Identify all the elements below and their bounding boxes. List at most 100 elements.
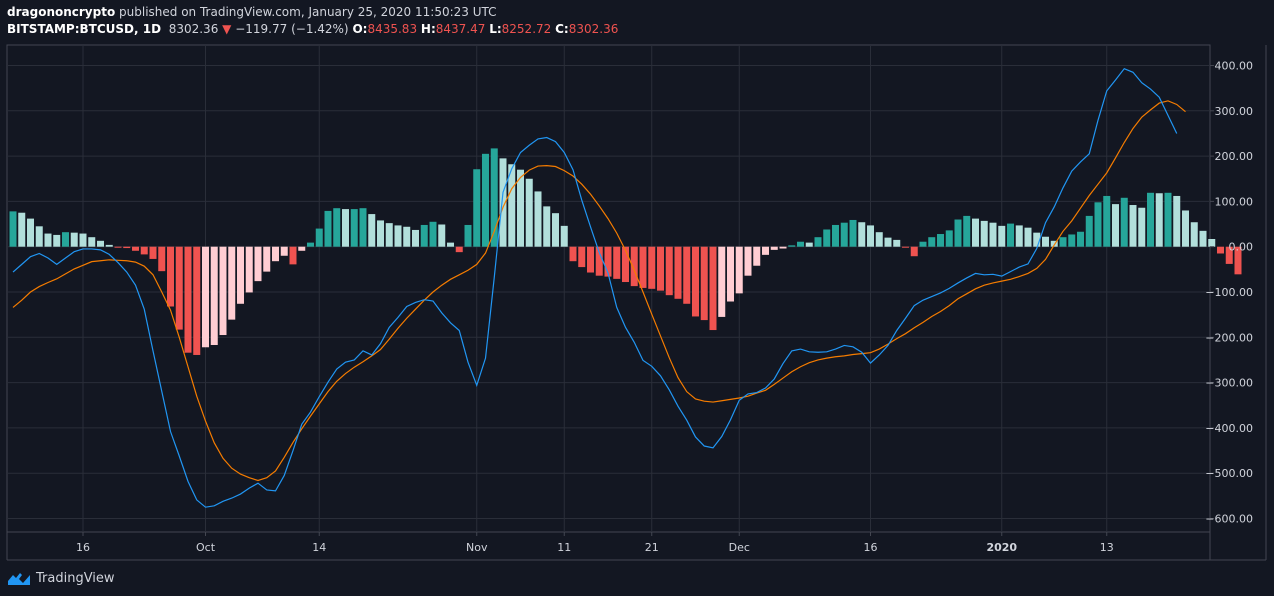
histogram-bar bbox=[534, 191, 542, 247]
histogram-bar bbox=[762, 246, 769, 255]
histogram-bar bbox=[429, 221, 437, 247]
histogram-bar bbox=[9, 211, 17, 247]
histogram-bar bbox=[832, 224, 839, 247]
histogram-bar bbox=[490, 148, 498, 247]
histogram-bar bbox=[167, 246, 174, 307]
histogram-bar bbox=[114, 246, 122, 248]
histogram-bar bbox=[709, 246, 717, 331]
histogram-bar bbox=[937, 234, 944, 247]
x-tick-label: 16 bbox=[76, 541, 90, 554]
histogram-bar bbox=[1068, 234, 1076, 247]
histogram-bar bbox=[1059, 237, 1067, 247]
tradingview-brand: TradingView bbox=[36, 570, 115, 586]
high-value: 8437.47 bbox=[435, 22, 486, 36]
histogram-bar bbox=[963, 215, 971, 247]
x-tick-label: 16 bbox=[864, 541, 878, 554]
symbol-name[interactable]: BITSTAMP:BTCUSD, 1D bbox=[7, 22, 162, 36]
histogram-bar bbox=[569, 246, 577, 262]
x-tick-label: Nov bbox=[466, 541, 488, 554]
x-tick-label: 2020 bbox=[986, 541, 1017, 554]
histogram-bar bbox=[508, 164, 516, 247]
histogram-bar bbox=[210, 246, 218, 345]
histogram-bar bbox=[359, 208, 367, 247]
histogram-bar bbox=[1050, 240, 1058, 247]
histogram-bar bbox=[385, 223, 393, 247]
histogram-bar bbox=[1164, 192, 1172, 247]
histogram-bar bbox=[735, 246, 743, 294]
price-axis[interactable]: 400.00 300.00 200.00 100.00 0.00 −100.00 −200.… bbox=[1205, 60, 1253, 526]
y-tick-label: 400.00 bbox=[1215, 60, 1254, 73]
macd-line bbox=[12, 67, 1178, 508]
y-tick-label: 200.00 bbox=[1215, 150, 1254, 163]
x-tick-label: Oct bbox=[196, 541, 216, 554]
histogram-bar bbox=[587, 246, 594, 273]
histogram-bar bbox=[333, 208, 341, 247]
histogram-bar bbox=[123, 246, 131, 249]
histogram-bar bbox=[770, 246, 778, 250]
histogram-bar bbox=[744, 246, 752, 276]
histogram-bar bbox=[132, 246, 139, 251]
histogram-bar bbox=[455, 246, 463, 253]
symbol-legend: BITSTAMP:BTCUSD, 1D 8302.36 ▼ −119.77 (−… bbox=[7, 22, 618, 36]
histogram-bar bbox=[639, 246, 647, 288]
tradingview-footer[interactable]: TradingView bbox=[8, 568, 115, 588]
histogram-bar bbox=[237, 246, 244, 304]
histogram-bar bbox=[105, 244, 113, 247]
histogram-bar bbox=[797, 241, 804, 247]
histogram-bar bbox=[902, 246, 909, 248]
histogram-bar bbox=[70, 232, 78, 247]
histogram-bar bbox=[683, 246, 691, 304]
histogram-bar bbox=[27, 218, 34, 247]
histogram-bar bbox=[1024, 227, 1032, 247]
x-tick-label: 13 bbox=[1100, 541, 1114, 554]
histogram-bar bbox=[35, 226, 43, 247]
histogram-bar bbox=[1094, 202, 1102, 247]
histogram-bar bbox=[910, 246, 918, 257]
histogram-bar bbox=[368, 214, 376, 247]
histogram-bar bbox=[884, 237, 892, 247]
histogram-bar bbox=[989, 222, 997, 247]
histogram-bar bbox=[280, 246, 288, 256]
histogram-bar bbox=[893, 239, 901, 247]
histogram-bar bbox=[753, 246, 761, 266]
histogram-bar bbox=[53, 234, 61, 247]
histogram-bar bbox=[823, 229, 831, 247]
histogram-bar bbox=[272, 246, 279, 262]
histogram-bar bbox=[97, 240, 104, 247]
y-tick-label: −600.00 bbox=[1205, 513, 1253, 526]
close-label: C: bbox=[555, 22, 569, 36]
histogram-bar bbox=[1015, 225, 1023, 247]
histogram-bar bbox=[1007, 223, 1014, 247]
histogram-bar bbox=[350, 209, 358, 247]
histogram-bar bbox=[464, 224, 472, 247]
histogram-bar bbox=[972, 218, 979, 247]
histogram-bar bbox=[867, 225, 874, 247]
histogram-bar bbox=[595, 246, 603, 276]
histogram-bar bbox=[1155, 193, 1163, 247]
author-name[interactable]: dragononcrypto bbox=[7, 5, 116, 19]
histogram-bar bbox=[1103, 195, 1111, 247]
histogram-bar bbox=[245, 246, 253, 293]
histogram-bar bbox=[499, 158, 507, 247]
histogram-bar bbox=[193, 246, 201, 355]
histogram-bar bbox=[1112, 204, 1119, 247]
histogram-bar bbox=[412, 229, 419, 247]
histogram-bar bbox=[578, 246, 586, 268]
histogram-bar bbox=[447, 242, 454, 247]
histogram-bar bbox=[849, 219, 857, 247]
histogram-bar bbox=[998, 225, 1006, 247]
histogram-bar bbox=[1208, 239, 1216, 247]
histogram-bar bbox=[228, 246, 236, 320]
histogram-bar bbox=[622, 246, 629, 283]
histogram-bar bbox=[88, 237, 96, 247]
y-tick-label: −500.00 bbox=[1205, 467, 1253, 480]
time-axis[interactable]: 16 Oct 14 Nov 11 21 Dec 16 2020 13 bbox=[76, 532, 1114, 554]
histogram-bar bbox=[1120, 197, 1128, 247]
histogram-bar bbox=[604, 246, 612, 277]
histogram-bar bbox=[928, 237, 936, 247]
histogram-bar bbox=[1182, 210, 1189, 247]
x-tick-label: 21 bbox=[645, 541, 659, 554]
histogram-bar bbox=[184, 246, 192, 353]
histogram-bar bbox=[1190, 222, 1198, 247]
